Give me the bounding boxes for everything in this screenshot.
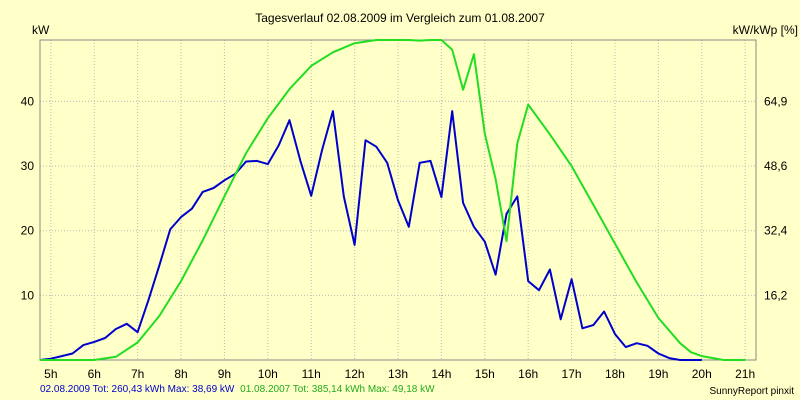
series-layer bbox=[39, 39, 746, 361]
x-tick-label: 8h bbox=[174, 367, 187, 381]
series-line-2 bbox=[40, 39, 746, 361]
chart-title: Tagesverlauf 02.08.2009 im Vergleich zum… bbox=[255, 11, 545, 25]
credit-text: SunnyReport pinxit bbox=[710, 386, 795, 397]
x-tick-label: 19h bbox=[648, 367, 668, 381]
x-tick-label: 18h bbox=[605, 367, 625, 381]
y-tick-label-right: 32,4 bbox=[764, 224, 788, 238]
y-tick-label-right: 64,9 bbox=[764, 94, 788, 108]
tick-labels: 5h 6h 7h 8h 9h 10h 11h 12h 13h 14h 15h 16h 17h 18h 19h… bbox=[21, 94, 788, 381]
x-tick-label: 12h bbox=[345, 367, 365, 381]
y-tick-label-left: 30 bbox=[21, 159, 35, 173]
x-tick-label: 17h bbox=[562, 367, 582, 381]
x-tick-label: 15h bbox=[475, 367, 495, 381]
x-tick-label: 5h bbox=[44, 367, 57, 381]
grid bbox=[40, 40, 756, 360]
series1-summary: 02.08.2009 Tot: 260,43 kWh Max: 38,69 kW bbox=[40, 384, 235, 395]
x-tick-label: 6h bbox=[88, 367, 101, 381]
series2-summary: 01.08.2007 Tot: 385,14 kWh Max: 49,18 kW bbox=[240, 384, 435, 395]
y-axis-label-right: kW/kWp [%] bbox=[733, 23, 798, 37]
y-tick-label-right: 48,6 bbox=[764, 159, 788, 173]
x-tick-label: 20h bbox=[692, 367, 712, 381]
x-tick-label: 21h bbox=[735, 367, 755, 381]
y-tick-label-right: 16,2 bbox=[764, 288, 788, 302]
y-tick-label-left: 20 bbox=[21, 224, 35, 238]
x-tick-label: 14h bbox=[431, 367, 451, 381]
series-line-1 bbox=[39, 110, 702, 361]
x-tick-label: 9h bbox=[218, 367, 231, 381]
x-tick-label: 10h bbox=[258, 367, 278, 381]
x-tick-label: 7h bbox=[131, 367, 144, 381]
footer-summary: 02.08.2009 Tot: 260,43 kWh Max: 38,69 kW… bbox=[40, 384, 435, 395]
y-axis-label-left: kW bbox=[32, 23, 50, 37]
x-tick-label: 11h bbox=[302, 367, 321, 381]
y-tick-label-left: 10 bbox=[21, 288, 35, 302]
x-tick-label: 16h bbox=[518, 367, 538, 381]
y-tick-label-left: 40 bbox=[21, 94, 35, 108]
x-tick-label: 13h bbox=[388, 367, 408, 381]
